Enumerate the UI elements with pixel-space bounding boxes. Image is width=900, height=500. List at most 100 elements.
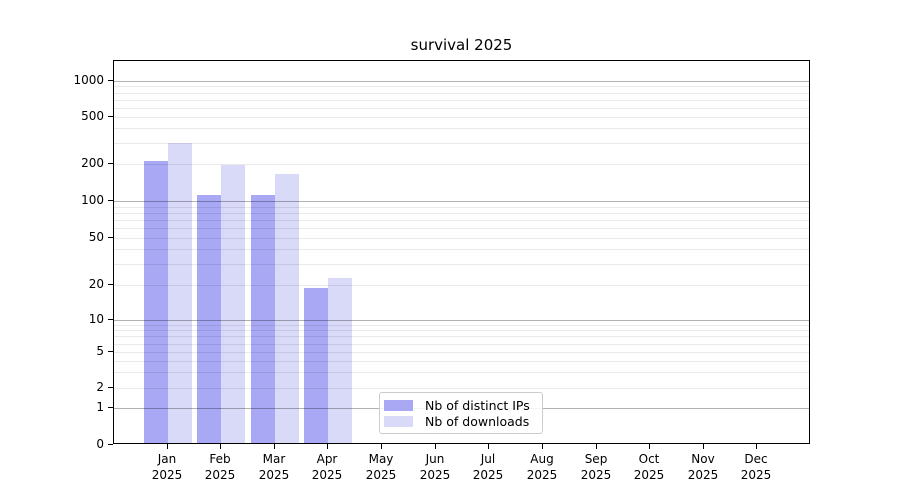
x-axis-tick	[327, 444, 328, 449]
x-tick-label-month: Jun	[425, 452, 445, 466]
x-tick-label-year: 2025	[151, 468, 183, 482]
minor-gridline	[114, 93, 809, 94]
x-tick-label-month: Feb	[209, 452, 231, 466]
x-tick-label-month: May	[368, 452, 394, 466]
x-tick-label: Jul 2025	[458, 451, 518, 483]
minor-gridline	[114, 238, 809, 239]
y-tick-label: 0	[96, 437, 104, 451]
minor-gridline	[114, 220, 809, 221]
x-tick-label: May 2025	[351, 451, 411, 483]
bar-downloads	[328, 277, 353, 443]
y-tick-label: 500	[81, 109, 104, 123]
x-tick-label: Dec 2025	[726, 451, 786, 483]
minor-gridline	[114, 86, 809, 87]
x-axis-tick	[274, 444, 275, 449]
minor-gridline	[114, 228, 809, 229]
y-axis-tick	[108, 444, 113, 445]
minor-gridline	[114, 372, 809, 373]
bar-distinct-ips	[250, 194, 275, 443]
bar-downloads	[221, 164, 246, 443]
minor-gridline	[114, 117, 809, 118]
x-tick-label-month: Aug	[530, 452, 554, 466]
x-tick-label: Jun 2025	[405, 451, 465, 483]
x-tick-label: Jan 2025	[137, 451, 197, 483]
y-tick-label: 1	[96, 400, 104, 414]
x-tick-label-year: 2025	[365, 468, 397, 482]
legend-entry-distinct-ips: Nb of distinct IPs	[384, 397, 534, 413]
x-axis-tick	[596, 444, 597, 449]
minor-gridline	[114, 361, 809, 362]
x-tick-label-year: 2025	[526, 468, 558, 482]
x-tick-label-month: Nov	[691, 452, 715, 466]
x-tick-label-year: 2025	[580, 468, 612, 482]
x-axis-tick	[649, 444, 650, 449]
y-axis-tick	[108, 319, 113, 320]
legend-label-downloads: Nb of downloads	[425, 413, 530, 429]
x-axis-tick	[542, 444, 543, 449]
legend-entry-downloads: Nb of downloads	[384, 413, 534, 429]
minor-gridline	[114, 352, 809, 353]
x-axis-tick	[703, 444, 704, 449]
x-tick-label-month: Jul	[480, 452, 496, 466]
x-tick-label: Mar 2025	[244, 451, 304, 483]
y-axis-tick	[108, 237, 113, 238]
bar-distinct-ips	[197, 194, 222, 443]
x-tick-label: Oct 2025	[619, 451, 679, 483]
x-tick-label: Aug 2025	[512, 451, 572, 483]
minor-gridline	[114, 285, 809, 286]
minor-gridline	[114, 249, 809, 250]
x-tick-label-month: Oct	[638, 452, 660, 466]
minor-gridline	[114, 108, 809, 109]
x-tick-label: Apr 2025	[297, 451, 357, 483]
minor-gridline	[114, 344, 809, 345]
y-tick-label: 1000	[73, 73, 104, 87]
minor-gridline	[114, 264, 809, 265]
minor-gridline	[114, 330, 809, 331]
minor-gridline	[114, 143, 809, 144]
x-tick-label: Feb 2025	[190, 451, 250, 483]
y-tick-label: 100	[81, 193, 104, 207]
x-axis-tick	[435, 444, 436, 449]
x-tick-label: Sep 2025	[566, 451, 626, 483]
x-tick-label-year: 2025	[419, 468, 451, 482]
y-tick-label: 50	[88, 230, 104, 244]
y-axis-tick	[108, 163, 113, 164]
y-axis-tick	[108, 351, 113, 352]
x-axis-tick	[381, 444, 382, 449]
bar-downloads	[167, 143, 192, 443]
x-tick-label-month: Apr	[316, 452, 338, 466]
major-gridline	[114, 81, 809, 82]
minor-gridline	[114, 388, 809, 389]
x-axis-tick	[488, 444, 489, 449]
y-axis-tick	[108, 200, 113, 201]
y-tick-label: 2	[96, 380, 104, 394]
legend-label-distinct-ips: Nb of distinct IPs	[425, 397, 530, 413]
x-tick-label-month: Mar	[262, 452, 286, 466]
plot-area	[113, 60, 810, 444]
bar-distinct-ips	[304, 287, 329, 443]
x-tick-label-month: Sep	[584, 452, 608, 466]
bar-distinct-ips	[143, 161, 168, 443]
bar-downloads	[274, 174, 299, 443]
y-tick-label: 200	[81, 156, 104, 170]
minor-gridline	[114, 336, 809, 337]
minor-gridline	[114, 128, 809, 129]
x-tick-label-year: 2025	[311, 468, 343, 482]
x-tick-label-year: 2025	[687, 468, 719, 482]
x-tick-label: Nov 2025	[673, 451, 733, 483]
legend-swatch-distinct-ips	[384, 399, 413, 411]
y-tick-label: 10	[88, 312, 104, 326]
legend: Nb of distinct IPs Nb of downloads	[379, 392, 543, 434]
major-gridline	[114, 320, 809, 321]
y-axis-tick	[108, 284, 113, 285]
y-axis-tick	[108, 80, 113, 81]
minor-gridline	[114, 325, 809, 326]
y-tick-label: 20	[88, 277, 104, 291]
minor-gridline	[114, 100, 809, 101]
x-tick-label-year: 2025	[740, 468, 772, 482]
minor-gridline	[114, 207, 809, 208]
y-axis-tick	[108, 116, 113, 117]
minor-gridline	[114, 164, 809, 165]
x-axis-tick	[756, 444, 757, 449]
